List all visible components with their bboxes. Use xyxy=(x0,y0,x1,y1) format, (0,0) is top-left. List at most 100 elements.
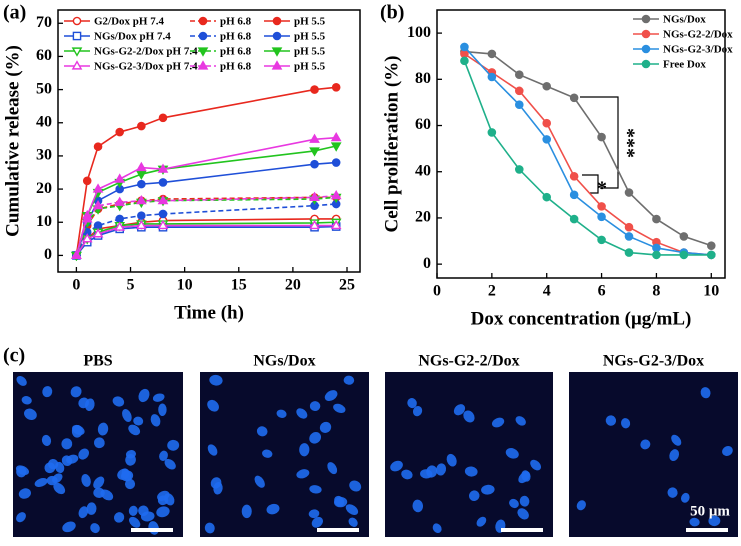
marker xyxy=(487,49,497,59)
x-tick-label: 10 xyxy=(703,283,719,300)
nucleus xyxy=(319,421,332,433)
marker xyxy=(652,243,661,253)
legend-label: NGs-G2-2/Dox xyxy=(663,29,733,41)
marker xyxy=(71,249,82,259)
x-tick-label: 25 xyxy=(339,277,355,294)
bracket xyxy=(580,96,619,189)
annotation: *** xyxy=(616,128,638,158)
nucleus xyxy=(113,512,125,523)
marker xyxy=(72,16,82,26)
y-tick-label: 80 xyxy=(415,70,431,87)
marker xyxy=(597,202,606,211)
x-tick-label: 8 xyxy=(652,283,660,300)
nucleus xyxy=(81,473,91,487)
marker xyxy=(514,86,524,96)
marker xyxy=(309,133,320,143)
legend-label: pH 6.8 xyxy=(220,31,252,43)
marker xyxy=(330,131,342,142)
legend-label: pH 5.5 xyxy=(294,31,326,43)
marker xyxy=(114,196,126,206)
marker xyxy=(542,135,552,144)
marker xyxy=(641,14,651,24)
y-axis-label: Cell proliferation (%) xyxy=(381,56,402,233)
y-tick-label: 20 xyxy=(415,209,431,226)
legend-label: NGs/Dox pH 7.4 xyxy=(94,31,171,43)
bracket xyxy=(582,174,599,194)
nucleus xyxy=(468,490,480,502)
marker xyxy=(309,191,320,201)
nucleus xyxy=(93,476,105,489)
nucleus xyxy=(671,434,682,446)
marker xyxy=(330,219,342,230)
marker xyxy=(71,47,83,57)
nucleus xyxy=(42,386,53,398)
y-tick-label: 40 xyxy=(415,162,431,179)
nucleus xyxy=(491,417,505,428)
image-label: NGs/Dox xyxy=(253,353,315,370)
x-tick-label: 5 xyxy=(127,277,135,294)
nucleus xyxy=(16,375,27,386)
nucleus xyxy=(97,422,109,436)
nucleus xyxy=(700,387,711,399)
marker xyxy=(310,159,319,169)
legend-label: pH 6.8 xyxy=(220,46,252,58)
nucleus xyxy=(309,485,322,494)
marker xyxy=(569,93,579,103)
nucleus xyxy=(401,469,413,480)
marker xyxy=(331,158,341,167)
micrograph xyxy=(569,372,738,537)
nucleus xyxy=(311,516,323,528)
x-tick-label: 0 xyxy=(433,283,441,300)
nucleus xyxy=(241,504,252,519)
marker xyxy=(309,147,320,157)
marker xyxy=(624,232,634,241)
nucleus xyxy=(519,495,530,507)
marker xyxy=(271,60,283,70)
nucleus xyxy=(262,449,273,458)
nucleus xyxy=(518,471,530,484)
scale-bar xyxy=(131,528,173,532)
marker xyxy=(72,31,82,41)
marker xyxy=(679,232,689,241)
nucleus xyxy=(207,444,218,456)
marker xyxy=(514,70,524,79)
nucleus xyxy=(299,443,310,457)
nucleus xyxy=(46,475,58,486)
legend-label: NGs-G2-2/Dox pH 7.4 xyxy=(94,46,198,58)
nucleus xyxy=(213,481,223,495)
nucleus xyxy=(530,459,542,471)
marker xyxy=(542,81,552,91)
x-tick-label: 2 xyxy=(488,283,496,300)
panel-label: (a) xyxy=(3,2,26,24)
nucleus xyxy=(164,458,176,470)
marker xyxy=(115,214,124,224)
nucleus xyxy=(464,466,478,477)
panel-label: (b) xyxy=(380,2,404,24)
nucleus xyxy=(204,522,215,534)
marker xyxy=(460,49,469,59)
nucleus xyxy=(24,408,37,421)
nucleus xyxy=(158,403,167,417)
nucleus xyxy=(41,434,52,446)
nucleus xyxy=(348,517,358,527)
nucleus xyxy=(152,393,165,402)
nucleus xyxy=(349,480,362,492)
marker xyxy=(114,173,126,183)
marker xyxy=(93,221,103,230)
nucleus xyxy=(436,463,447,476)
y-tick-label: 20 xyxy=(36,180,52,197)
nucleus xyxy=(343,375,355,385)
marker xyxy=(624,248,634,257)
nucleus xyxy=(309,432,322,444)
marker xyxy=(71,60,83,70)
nucleus xyxy=(71,424,83,438)
image-label: PBS xyxy=(83,353,112,370)
marker xyxy=(706,250,716,260)
marker xyxy=(137,179,146,189)
nucleus xyxy=(333,403,346,413)
marker xyxy=(82,176,92,186)
x-tick-label: 15 xyxy=(231,277,247,294)
nucleus xyxy=(61,438,73,450)
nucleus xyxy=(669,449,680,462)
legend-label: pH 5.5 xyxy=(294,46,326,58)
